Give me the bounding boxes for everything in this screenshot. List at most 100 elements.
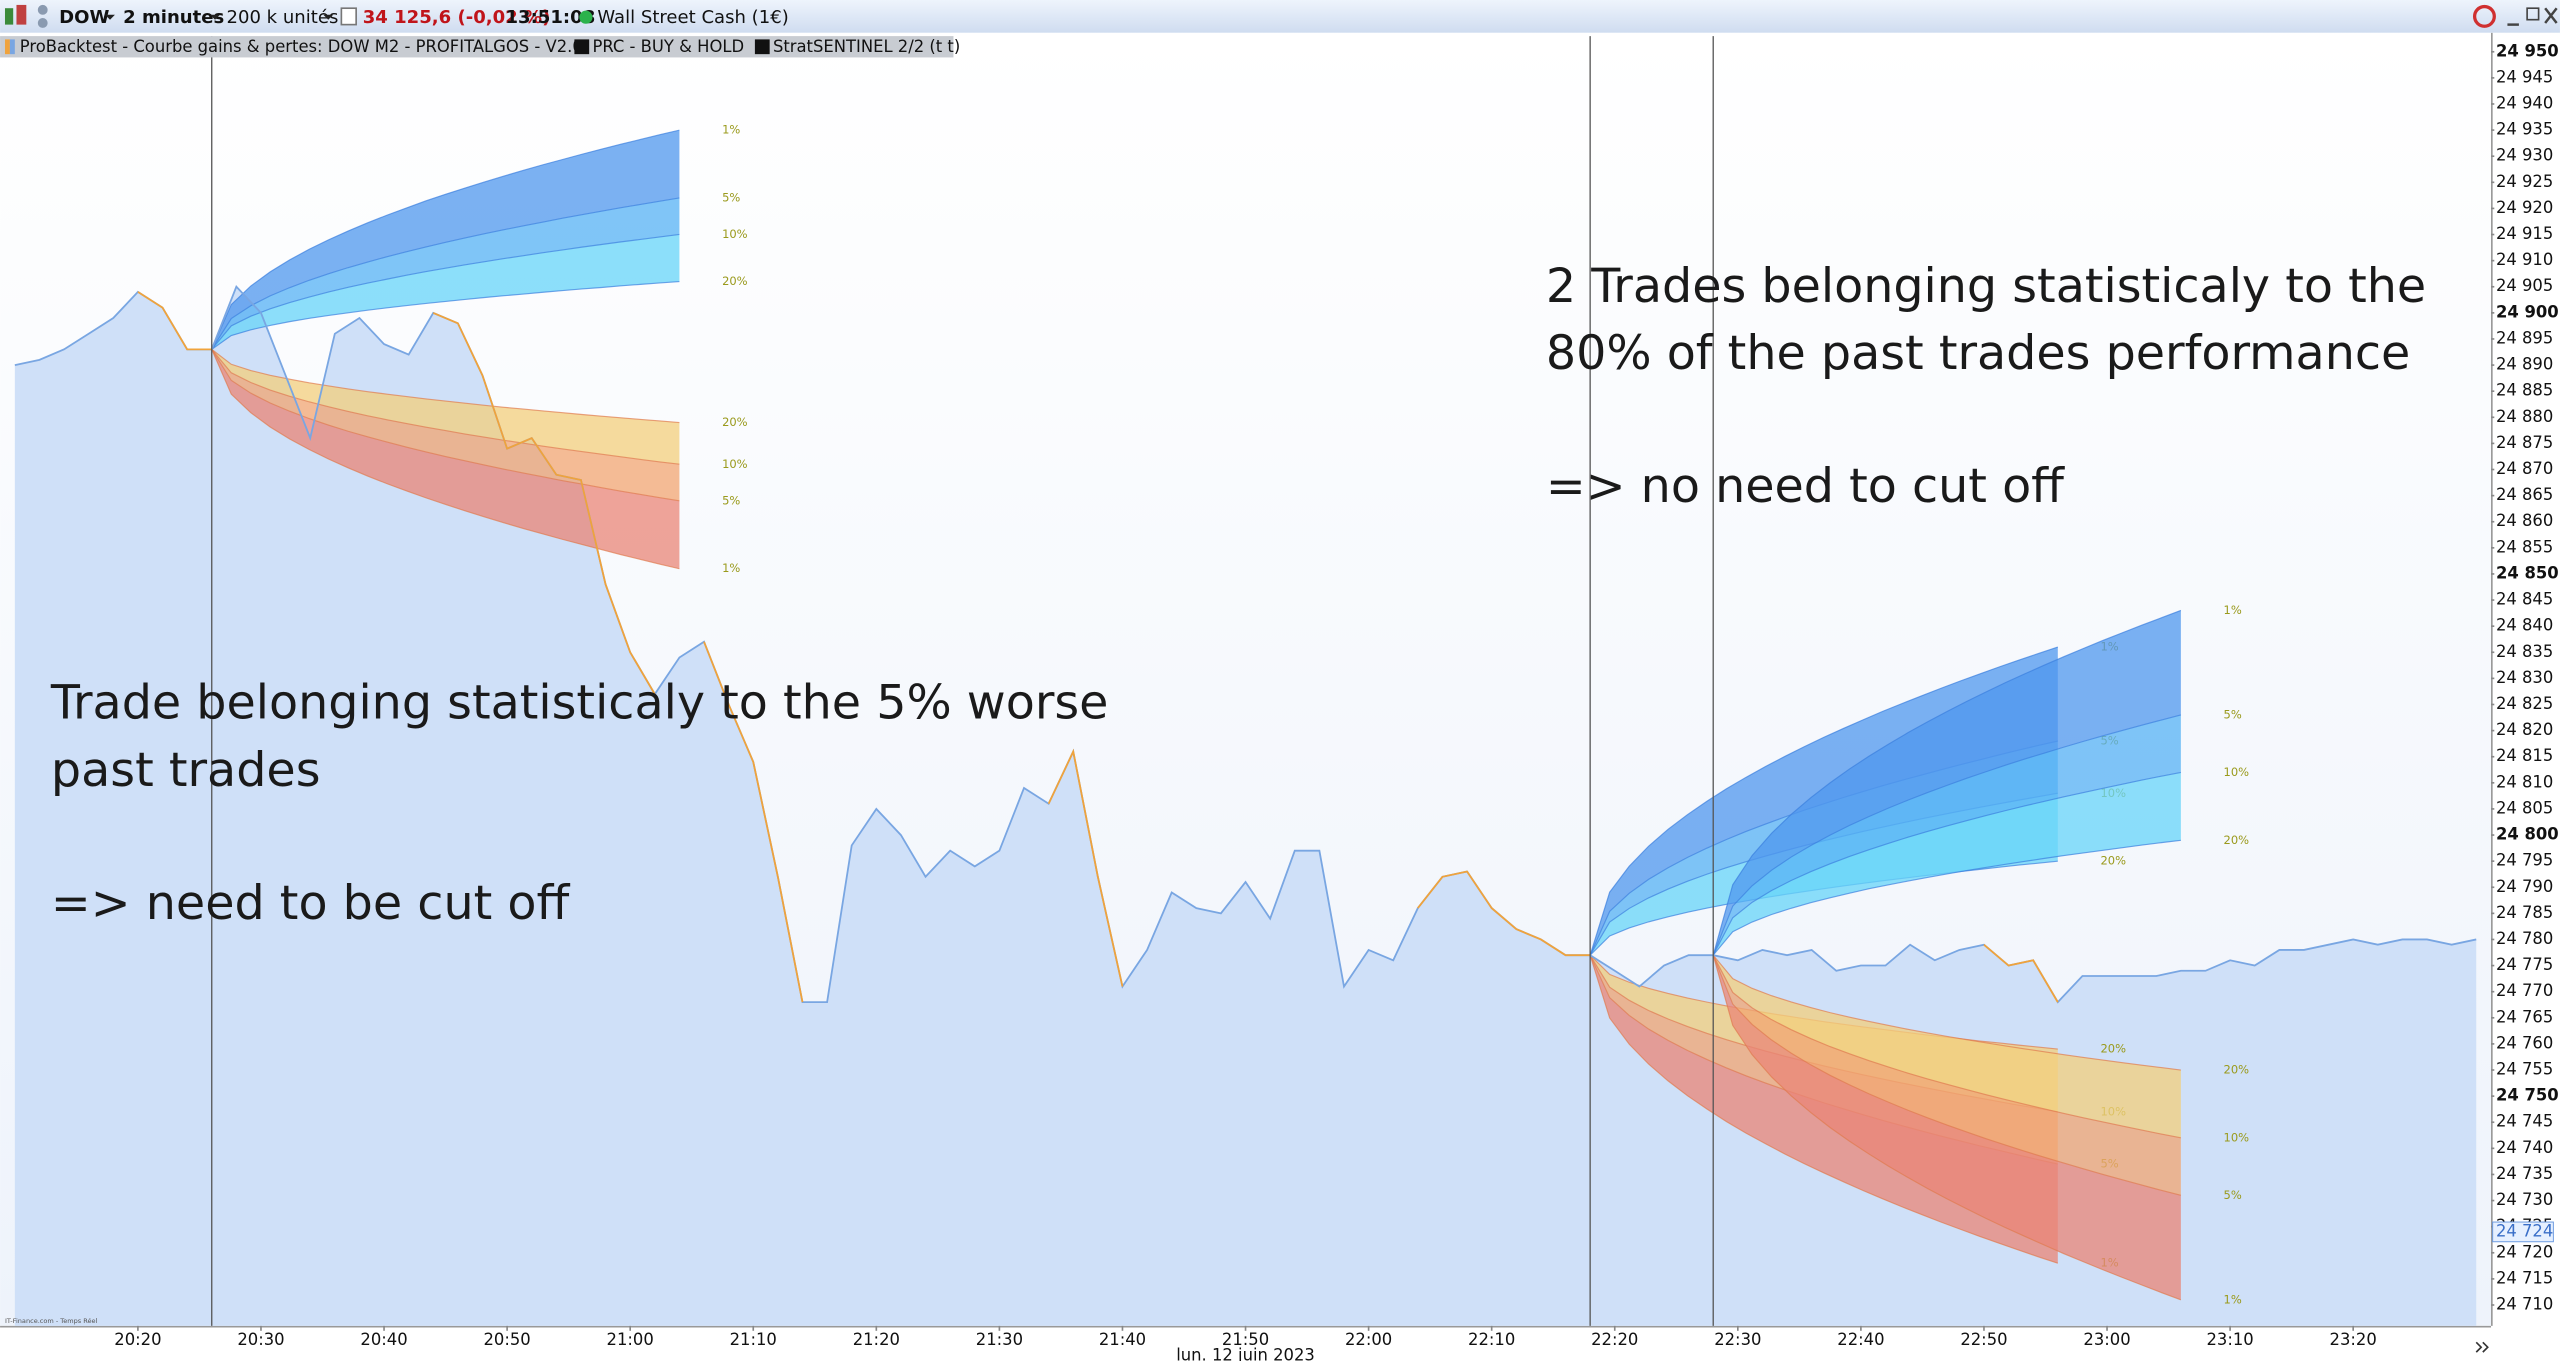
cone-bound [211,349,680,570]
cone-label: 5% [722,493,740,507]
dropdown-arrow[interactable] [210,14,220,20]
cone-label: 20% [722,274,748,288]
y-tick-label: 24 745 [2496,1112,2553,1131]
y-tick-label: 24 710 [2496,1294,2553,1313]
y-tick-label: 24 750 [2496,1086,2559,1105]
cone-band [211,349,680,569]
current-price-label: 24 724 [2496,1221,2553,1240]
cone-bound [211,129,680,350]
cone-label: 20% [2100,854,2126,868]
cone-bound [1589,646,2058,956]
cone-bound [211,349,680,502]
x-tick-label: 23:10 [2206,1330,2253,1349]
cone-bound [1589,955,2058,1264]
y-axis-panel [2491,32,2560,1361]
cone-label: 10% [722,457,748,471]
app-icon[interactable] [4,8,14,25]
y-tick-label: 24 840 [2496,616,2553,635]
instrument[interactable]: Wall Street Cash (1€) [597,7,788,28]
y-tick-label: 24 715 [2496,1268,2553,1287]
cone-bound [1712,955,2182,1301]
cone-bound [1712,714,2182,956]
y-tick-label: 24 830 [2496,668,2553,687]
cone-label: 10% [722,227,748,241]
status-dot [579,10,593,24]
price-line [137,291,2059,1003]
cone-label: 1% [2224,1292,2242,1306]
y-tick-label: 24 910 [2496,250,2553,269]
y-tick-label: 24 875 [2496,433,2553,452]
cone-label: 20% [2100,1042,2126,1056]
x-tick-label: 22:50 [1960,1330,2007,1349]
x-tick-label: 22:00 [1345,1330,1392,1349]
cone-bound [211,348,680,424]
cone-label: 10% [2224,765,2250,779]
y-tick-label: 24 785 [2496,903,2553,922]
app-icon[interactable] [16,4,27,25]
dropdown-arrow[interactable] [105,14,115,20]
restore-button[interactable] [2526,7,2540,21]
y-tick-label: 24 950 [2496,41,2559,60]
cone-label: 5% [2224,707,2242,721]
symbol-select[interactable]: DOW [59,7,109,28]
cone-label: 20% [2224,1063,2250,1077]
cone-bound [1712,839,2181,956]
volume-select[interactable]: 200 k unités [227,7,339,28]
cone-band [211,349,680,465]
refresh-icon[interactable] [2472,4,2496,28]
x-tick-label: 22:30 [1714,1330,1761,1349]
x-tick-label: 21:40 [1099,1330,1146,1349]
cone-bound [1712,771,2181,956]
legend-swatch [754,39,770,55]
x-tick-label: 21:10 [730,1330,777,1349]
indicator-label[interactable]: ProBacktest - Courbe gains & pertes: DOW… [20,37,583,56]
y-tick-label: 24 795 [2496,851,2553,870]
y-tick-label: 24 845 [2496,590,2553,609]
cone-band [1713,772,2181,956]
cone-bound [1712,609,2182,956]
timeframe-select[interactable]: 2 minutes [123,7,224,28]
indicator-label[interactable]: PRC - BUY & HOLD [592,37,744,56]
annotation: 80% of the past trades performance [1546,326,2410,381]
y-tick-label: 24 870 [2496,459,2553,478]
y-tick-label: 24 915 [2496,224,2553,243]
x-tick-label: 22:40 [1837,1330,1884,1349]
icon[interactable] [37,18,48,28]
y-tick-label: 24 930 [2496,146,2553,165]
cone-band [211,197,680,350]
y-tick-label: 24 900 [2496,302,2559,321]
icon[interactable] [37,4,48,15]
info-icon[interactable] [340,7,357,26]
y-tick-label: 24 720 [2496,1242,2553,1261]
cone-label: 10% [2224,1130,2250,1144]
current-price-box [2492,1221,2554,1243]
cone-bound [1712,954,2182,1196]
annotation: => no need to cut off [1546,459,2065,514]
y-tick-label: 24 855 [2496,537,2553,556]
y-tick-label: 24 825 [2496,694,2553,713]
cone-label: 20% [2224,833,2250,847]
dropdown-arrow[interactable] [323,14,334,20]
y-tick-label: 24 730 [2496,1190,2553,1209]
scroll-button[interactable] [2475,1341,2489,1353]
cone-band [1713,714,2181,956]
cone-band [1713,610,2181,956]
x-tick-label: 21:20 [853,1330,900,1349]
x-tick-label: 20:40 [360,1330,407,1349]
cone-bound [211,281,680,350]
y-tick-label: 24 775 [2496,955,2553,974]
y-tick-label: 24 905 [2496,276,2553,295]
y-tick-label: 24 815 [2496,746,2553,765]
x-tick-label: 23:00 [2083,1330,2130,1349]
close-button[interactable] [2544,7,2558,24]
source-note: IT-Finance.com - Temps Réel [5,1317,98,1325]
cone-bound [211,233,680,350]
x-tick-label: 22:10 [1468,1330,1515,1349]
indicator-label[interactable]: StratSENTINEL 2/2 (t t) [773,37,960,56]
y-tick-label: 24 835 [2496,642,2553,661]
x-tick-label: 20:20 [114,1330,161,1349]
indicator-bar [0,36,954,58]
annotation: => need to be cut off [51,876,571,931]
legend-swatch [9,39,15,55]
y-tick-label: 24 820 [2496,720,2553,739]
